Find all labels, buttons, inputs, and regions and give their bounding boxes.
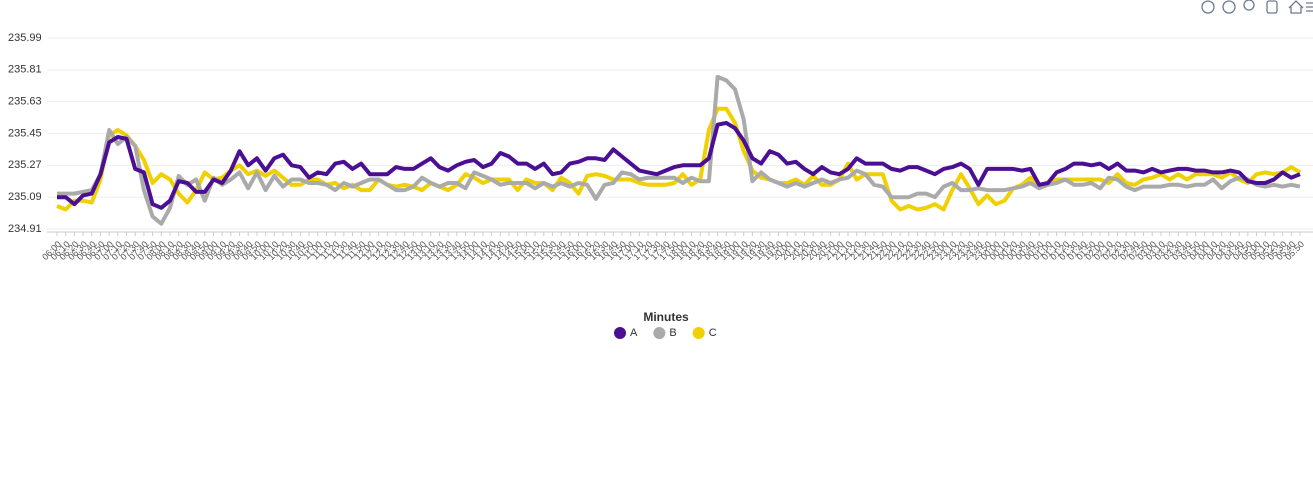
legend-label: B	[669, 327, 676, 339]
series-line	[57, 74, 1301, 226]
y-tick-label: 235.27	[8, 159, 42, 171]
legend-marker	[653, 327, 666, 339]
pan-button[interactable]	[1266, 0, 1278, 14]
y-tick-label: 235.99	[8, 32, 42, 44]
legend-title: Minutes	[643, 310, 689, 324]
series-line	[57, 120, 1301, 210]
legend-marker	[692, 327, 705, 339]
y-tick-label: 235.63	[8, 96, 42, 108]
toolbar	[1201, 0, 1313, 14]
y-tick-label: 235.81	[8, 64, 42, 76]
y-tick-label: 235.45	[8, 127, 42, 139]
legend-marker	[614, 327, 626, 339]
legend-item[interactable]: C	[692, 327, 717, 339]
legend-label: A	[630, 327, 638, 339]
zoom-in-button[interactable]	[1201, 0, 1215, 14]
home-button[interactable]	[1288, 0, 1304, 14]
y-tick-label: 234.91	[8, 223, 42, 235]
legend-label: C	[709, 327, 717, 339]
legend-item[interactable]: B	[653, 327, 677, 339]
legend-item[interactable]: A	[614, 327, 638, 339]
menu-button[interactable]	[1306, 2, 1313, 12]
y-tick-label: 235.09	[8, 191, 42, 203]
zoom-out-button[interactable]	[1222, 0, 1236, 14]
zoom-button[interactable]	[1243, 0, 1255, 11]
